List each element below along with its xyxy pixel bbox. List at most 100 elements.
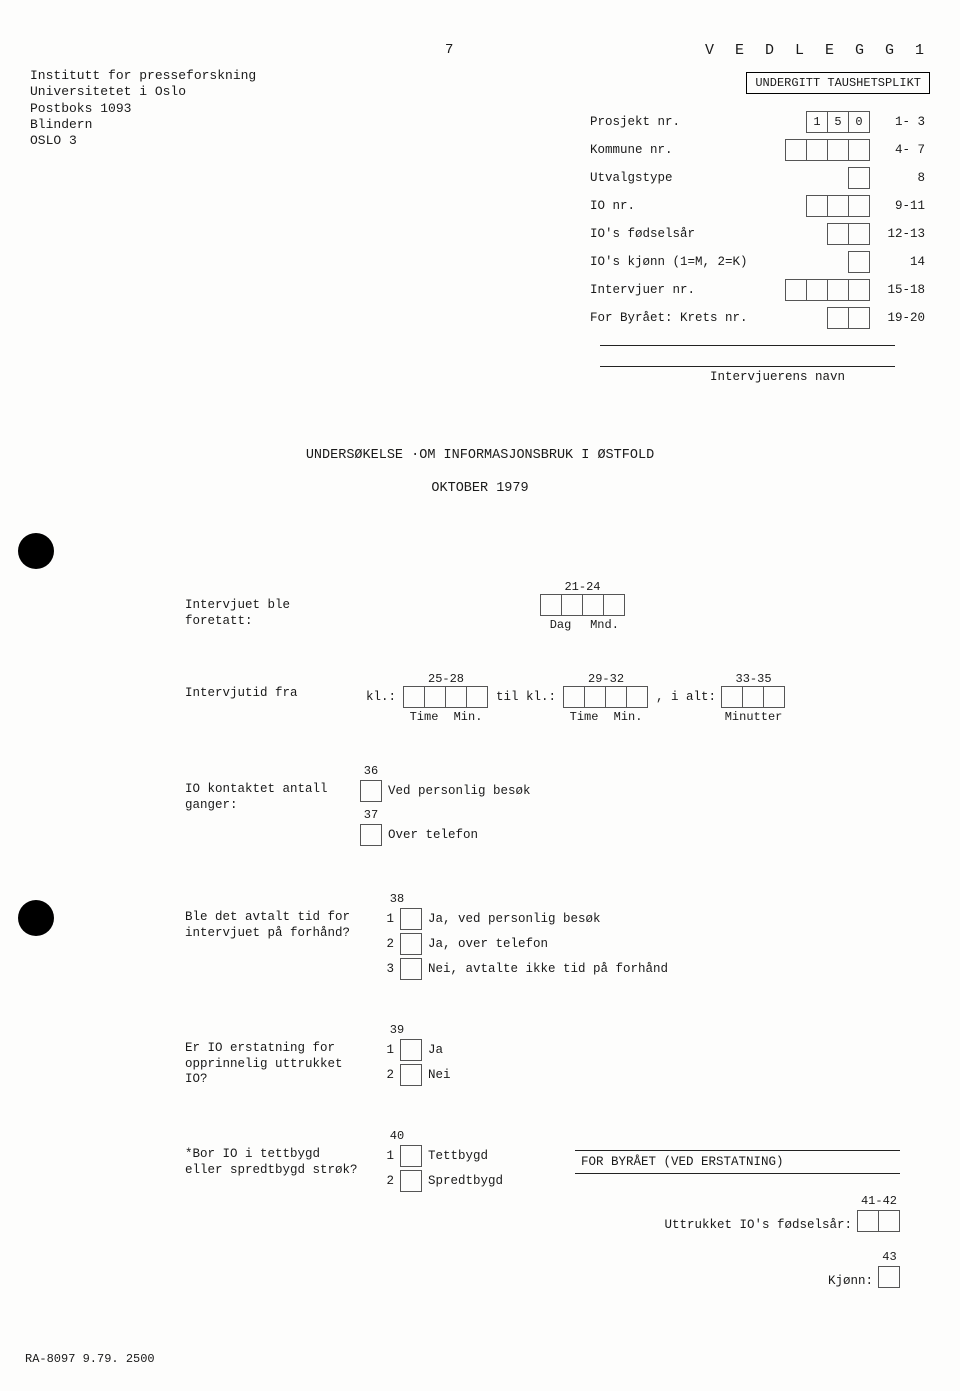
meta-range: 1- 3 <box>870 115 925 129</box>
meta-label: Utvalgstype <box>590 171 755 185</box>
option-number: 2 <box>380 1174 394 1188</box>
input-cell[interactable] <box>848 139 870 161</box>
inst-line: Blindern <box>30 117 256 133</box>
input-cell[interactable] <box>785 279 807 301</box>
survey-title: UNDERSØKELSE ·OM INFORMASJONSBRUK I ØSTF… <box>0 448 960 463</box>
meta-range: 14 <box>870 255 925 269</box>
col-range: 21-24 <box>564 580 600 594</box>
meta-range: 9-11 <box>870 199 925 213</box>
input-cell[interactable] <box>848 167 870 189</box>
sub-label: Mnd. <box>583 618 627 632</box>
input-cell[interactable] <box>878 1266 900 1288</box>
footer-title: FOR BYRÅET (VED ERSTATNING) <box>575 1150 900 1174</box>
option-row: Over telefon <box>360 824 805 846</box>
meta-table: Prosjekt nr.1501- 3Kommune nr.4- 7Utvalg… <box>590 108 930 332</box>
q-label: IO kontaktet antall ganger: <box>185 764 360 852</box>
option-text: Ja, over telefon <box>428 937 548 951</box>
footer-row-birthyear: Uttrukket IO's fødselsår: 41-42 <box>575 1194 900 1232</box>
input-cell[interactable] <box>563 686 585 708</box>
meta-row: Prosjekt nr.1501- 3 <box>590 108 930 136</box>
option-number: 2 <box>380 1068 394 1082</box>
input-cell[interactable] <box>400 1064 422 1086</box>
input-cell[interactable]: 5 <box>827 111 849 133</box>
option-text: Over telefon <box>388 828 478 842</box>
input-cell[interactable] <box>878 1210 900 1232</box>
option-text: Ja, ved personlig besøk <box>428 912 601 926</box>
input-cell[interactable] <box>806 139 828 161</box>
col-range: 41-42 <box>861 1194 897 1208</box>
input-cell[interactable] <box>400 1170 422 1192</box>
input-cell[interactable] <box>424 686 446 708</box>
input-cell[interactable] <box>605 686 627 708</box>
survey-date: OKTOBER 1979 <box>0 481 960 496</box>
page-number: 7 <box>445 42 453 58</box>
footer-label: Kjønn: <box>828 1274 873 1288</box>
meta-boxes <box>755 167 870 189</box>
input-cell[interactable] <box>400 908 422 930</box>
col-range: 33-35 <box>736 672 772 686</box>
option-text: Ja <box>428 1043 443 1057</box>
input-cell[interactable] <box>360 780 382 802</box>
input-cell[interactable] <box>626 686 648 708</box>
input-cell[interactable] <box>742 686 764 708</box>
input-cell[interactable] <box>827 279 849 301</box>
input-cell[interactable]: 1 <box>806 111 828 133</box>
input-cell[interactable] <box>827 139 849 161</box>
option-number: 1 <box>380 1043 394 1057</box>
input-cell[interactable] <box>827 223 849 245</box>
input-cell[interactable] <box>561 594 583 616</box>
input-cell[interactable] <box>445 686 467 708</box>
input-cell[interactable] <box>721 686 743 708</box>
question-appointment: Ble det avtalt tid for intervjuet på for… <box>185 892 805 983</box>
option-number: 2 <box>380 937 394 951</box>
input-cell[interactable] <box>582 594 604 616</box>
q-label: *Bor IO i tettbygd eller spredtbygd strø… <box>185 1129 360 1195</box>
input-cell[interactable] <box>848 195 870 217</box>
inst-line: OSLO 3 <box>30 133 256 149</box>
col-range: 29-32 <box>588 672 624 686</box>
option-text: Tettbygd <box>428 1149 488 1163</box>
footer-label: Uttrukket IO's fødselsår: <box>664 1218 852 1232</box>
input-cell[interactable] <box>603 594 625 616</box>
input-cell[interactable] <box>763 686 785 708</box>
input-cell[interactable] <box>857 1210 879 1232</box>
input-cell[interactable] <box>806 195 828 217</box>
input-cell[interactable]: 0 <box>848 111 870 133</box>
option-text: Spredtbygd <box>428 1174 503 1188</box>
option-group: 36Ved personlig besøk <box>360 764 805 802</box>
input-cell[interactable] <box>584 686 606 708</box>
input-cell[interactable] <box>848 307 870 329</box>
input-cell[interactable] <box>400 958 422 980</box>
meta-boxes: 150 <box>755 111 870 133</box>
confidentiality-box: UNDERGITT TAUSHETSPLIKT <box>746 72 930 94</box>
question-replacement: Er IO erstatning for opprinnelig uttrukk… <box>185 1023 805 1089</box>
option-text: Nei <box>428 1068 451 1082</box>
input-cell[interactable] <box>400 1039 422 1061</box>
input-cell[interactable] <box>806 279 828 301</box>
option-number: 1 <box>380 1149 394 1163</box>
meta-row: IO nr.9-11 <box>590 192 930 220</box>
input-cell[interactable] <box>827 195 849 217</box>
input-cell[interactable] <box>540 594 562 616</box>
option-row: 3Nei, avtalte ikke tid på forhånd <box>380 958 805 980</box>
inst-line: Universitetet i Oslo <box>30 84 256 100</box>
input-cell[interactable] <box>466 686 488 708</box>
input-cell[interactable] <box>400 933 422 955</box>
option-row: 2 Ja, over telefon <box>380 933 805 955</box>
input-cell[interactable] <box>360 824 382 846</box>
interviewer-name-line <box>600 345 895 367</box>
input-cell[interactable] <box>827 307 849 329</box>
vedlegg-header: V E D L E G G 1 <box>705 42 930 59</box>
input-cell[interactable] <box>785 139 807 161</box>
input-cell[interactable] <box>400 1145 422 1167</box>
input-cell[interactable] <box>848 223 870 245</box>
sub-label: Min. <box>446 710 490 724</box>
input-cell[interactable] <box>403 686 425 708</box>
input-cell[interactable] <box>848 251 870 273</box>
question-interview-time: Intervjutid fra kl.: 25-28 Time Min. til… <box>185 672 805 724</box>
meta-label: IO's kjønn (1=M, 2=K) <box>590 255 755 269</box>
byraet-footer-box: FOR BYRÅET (VED ERSTATNING) Uttrukket IO… <box>575 1150 900 1306</box>
input-cell[interactable] <box>848 279 870 301</box>
q-label: Ble det avtalt tid for intervjuet på for… <box>185 892 360 983</box>
meta-boxes <box>755 279 870 301</box>
